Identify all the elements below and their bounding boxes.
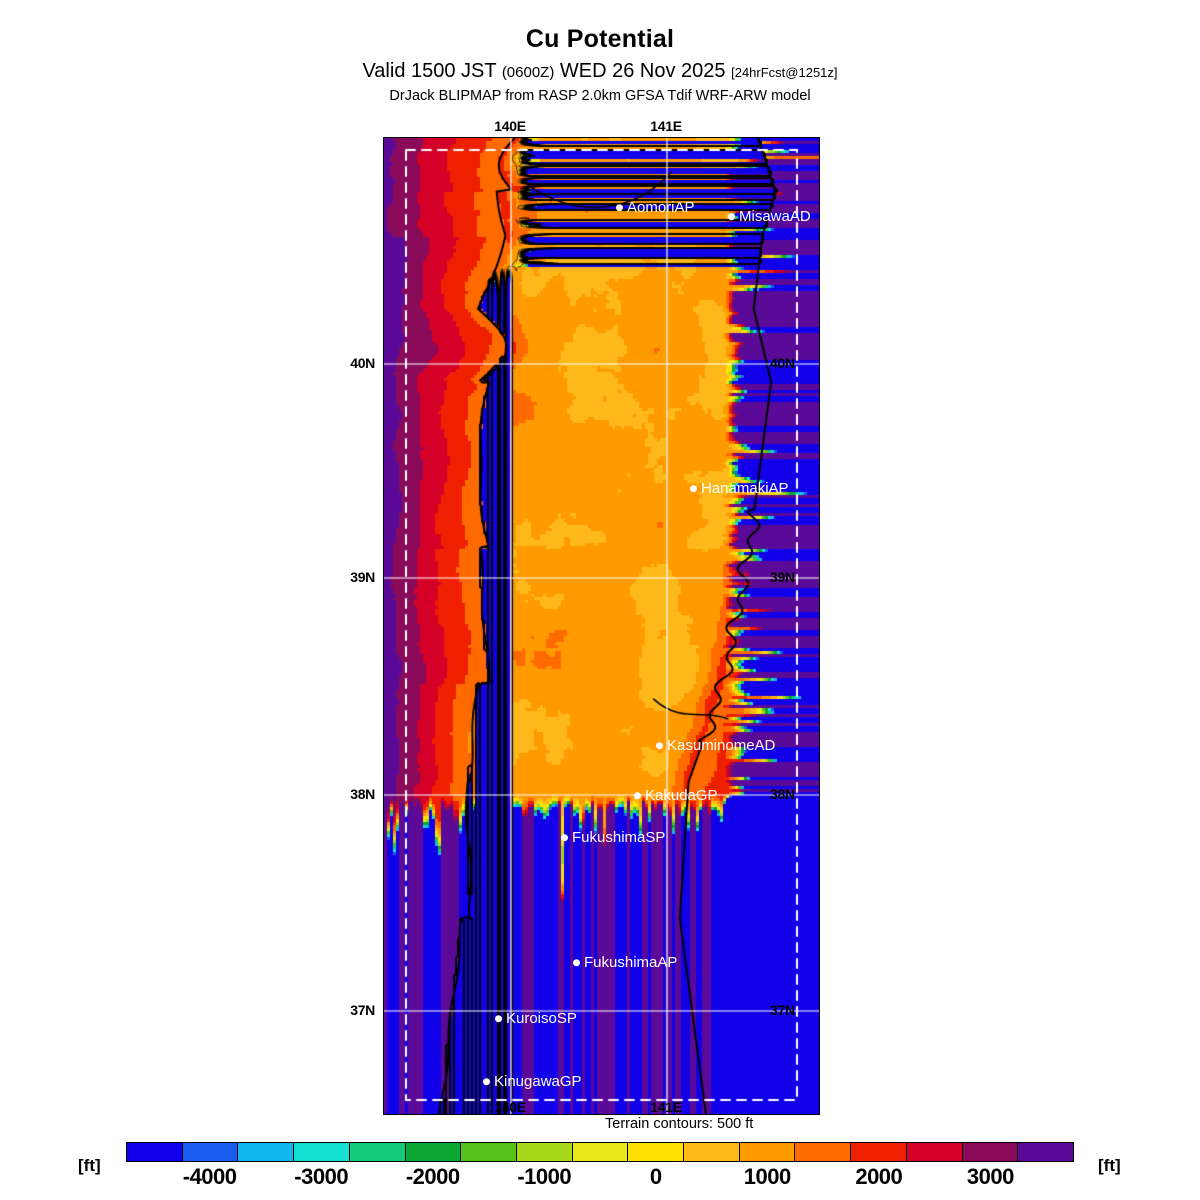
station-label: KakudaGP [645,786,718,804]
station-label: KinugawaGP [494,1072,582,1090]
station-dot-icon [616,203,623,211]
station-dot-icon [573,958,580,966]
lat-label-right-1: 39N [770,569,795,585]
colorbar-tick-6: 2000 [855,1164,903,1189]
colorbar-swatch-5 [405,1143,462,1161]
station-marker[interactable]: KakudaGP [634,787,718,803]
station-dot-icon [561,833,568,841]
colorbar-tick-1: -3000 [294,1164,349,1189]
valid-time-line: Valid 1500 JST (0600Z) WED 26 Nov 2025 [… [0,61,1200,81]
station-label: KuroisoSP [506,1009,577,1027]
colorbar-unit-left: [ft] [78,1156,101,1175]
colorbar-tick-7: 3000 [966,1164,1014,1189]
forecast-tag: [24hrFcst@1251z] [731,65,838,80]
map-raster [384,138,819,1114]
station-marker[interactable]: AomoriAP [616,199,695,215]
lon-label-bottom-0: 140E [494,1099,526,1115]
model-line: DrJack BLIPMAP from RASP 2.0km GFSA Tdif… [389,88,811,104]
terrain-contour-note: Terrain contours: 500 ft [605,1116,754,1132]
colorbar-swatch-3 [294,1143,350,1161]
colorbar-swatch-2 [238,1143,295,1161]
colorbar-tick-0: -4000 [182,1164,237,1189]
lat-label-left-3: 37N [350,1002,375,1018]
colorbar-swatch-10 [684,1143,740,1161]
colorbar-swatch-0 [127,1143,183,1161]
valid-utc: (0600Z) [501,64,555,81]
valid-date: WED 26 Nov 2025 [559,60,726,82]
station-dot-icon [728,212,735,220]
colorbar-unit-right: [ft] [1098,1156,1121,1175]
lat-label-right-2: 38N [770,786,795,802]
station-dot-icon [690,484,697,492]
valid-prefix: Valid 1500 JST [362,60,497,82]
station-label: FukushimaSP [572,828,666,846]
station-dot-icon [656,741,663,749]
colorbar-ticks: -4000 -3000 -2000 -1000 0 1000 2000 3000 [126,1164,1074,1194]
station-marker[interactable]: KasuminomeAD [656,737,775,753]
colorbar-swatch-12 [795,1143,852,1161]
colorbar-swatch-6 [461,1143,517,1161]
colorbar-swatch-7 [516,1143,573,1161]
station-dot-icon [495,1014,502,1022]
station-marker[interactable]: FukushimaAP [573,954,677,970]
station-marker[interactable]: KinugawaGP [483,1073,582,1089]
station-marker[interactable]: FukushimaSP [561,829,665,845]
station-marker[interactable]: MisawaAD [728,208,811,224]
colorbar-tick-4: 0 [649,1164,662,1189]
lat-label-right-0: 40N [770,355,795,371]
colorbar-tick-5: 1000 [743,1164,791,1189]
colorbar-tick-2: -2000 [405,1164,460,1189]
station-label: KasuminomeAD [667,736,776,754]
forecast-map[interactable] [383,137,820,1115]
colorbar-swatch-9 [628,1143,685,1161]
colorbar-swatch-14 [906,1143,963,1161]
lat-label-right-3: 37N [770,1002,795,1018]
colorbar-swatch-11 [739,1143,796,1161]
station-marker[interactable]: KuroisoSP [495,1010,577,1026]
lat-label-left-1: 39N [350,569,375,585]
colorbar-swatch-15 [962,1143,1019,1161]
lat-label-left-2: 38N [350,786,375,802]
lat-label-left-0: 40N [350,355,375,371]
colorbar-swatch-13 [851,1143,907,1161]
station-label: MisawaAD [739,207,811,225]
station-label: FukushimaAP [584,953,678,971]
station-dot-icon [634,791,641,799]
colorbar-swatch-4 [349,1143,406,1161]
colorbar-swatch-16 [1018,1143,1073,1161]
lon-label-bottom-1: 141E [650,1099,682,1115]
colorbar: [ft] -4000 -3000 -2000 -1000 0 1000 2000 3000 [… [0,1138,1200,1200]
lon-label-top-1: 141E [650,118,682,134]
colorbar-swatch-8 [572,1143,629,1161]
station-label: HanamakiAP [701,479,789,497]
colorbar-swatch-1 [182,1143,239,1161]
station-dot-icon [483,1077,490,1085]
lon-label-top-0: 140E [494,118,526,134]
station-label: AomoriAP [627,198,695,216]
title-block: Cu Potential Valid 1500 JST (0600Z) WED … [0,0,1200,104]
page-title: Cu Potential [525,25,675,53]
colorbar-tick-3: -1000 [517,1164,572,1189]
colorbar-swatches[interactable] [126,1142,1074,1162]
station-marker[interactable]: HanamakiAP [690,480,789,496]
